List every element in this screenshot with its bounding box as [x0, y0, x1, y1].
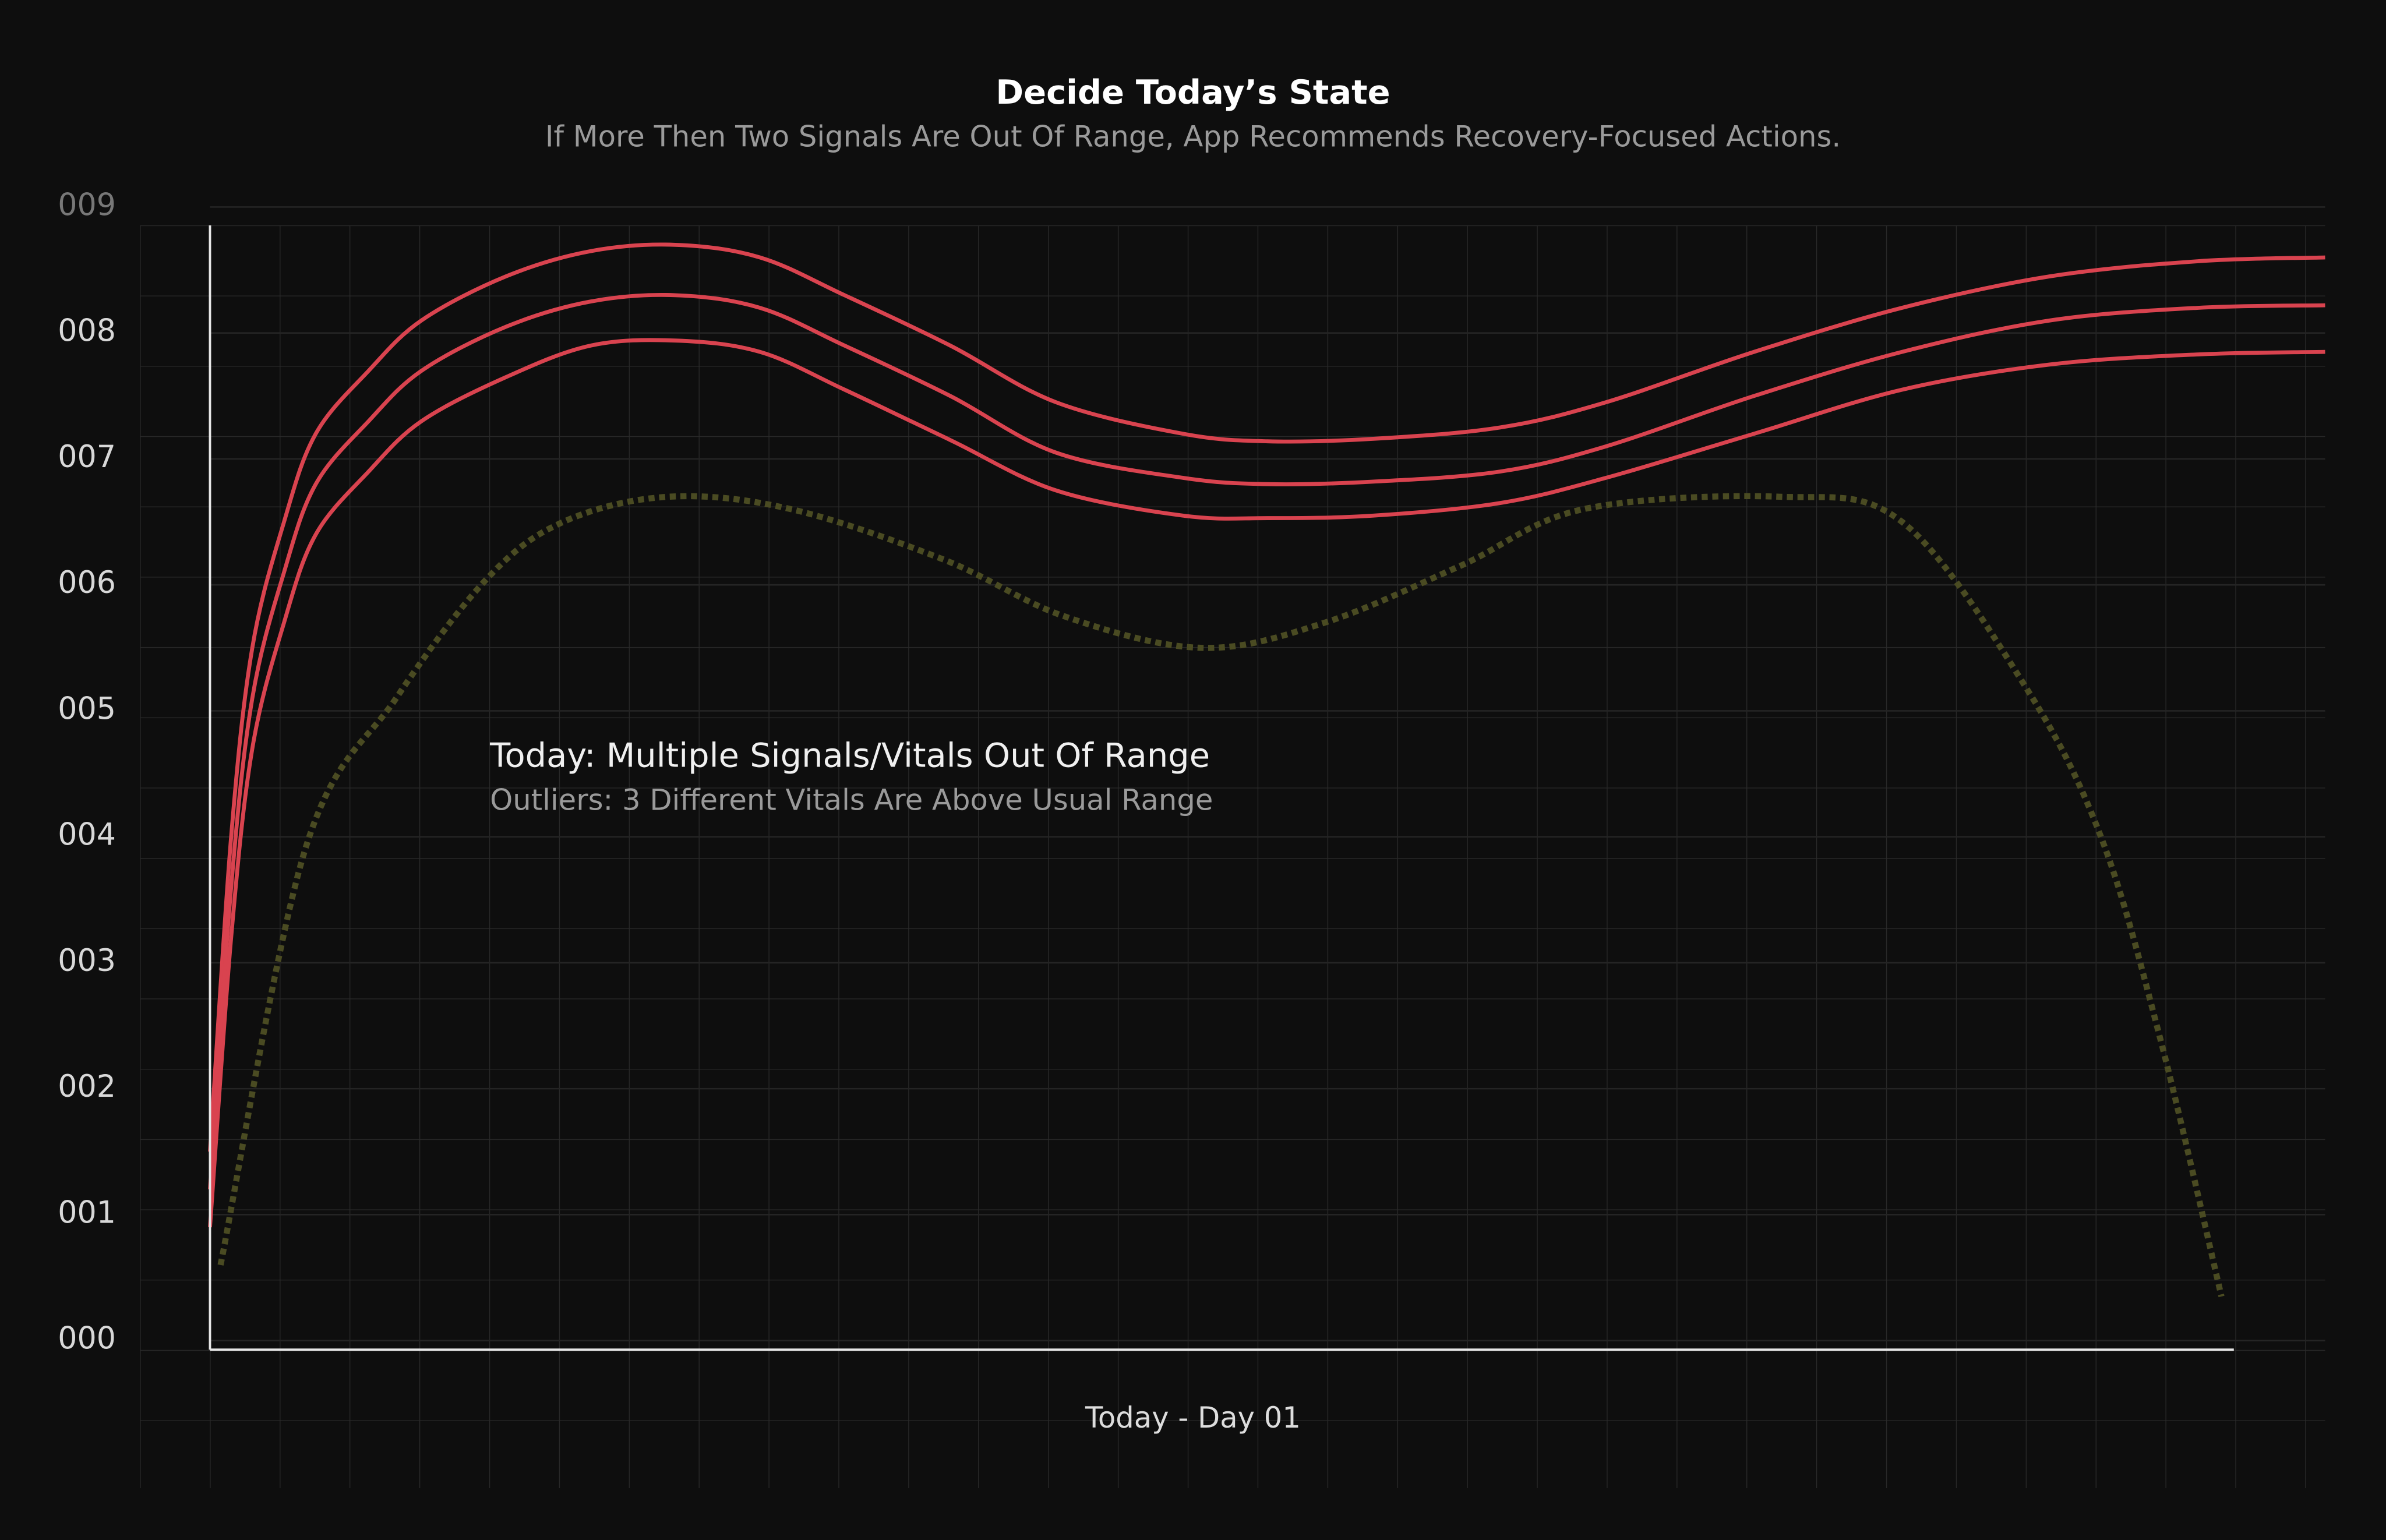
y-ticks: 000 001 002 003 004 005 006 007 008 009 [58, 188, 116, 1356]
annotation-subtitle: Outliers: 3 Different Vitals Are Above U… [490, 783, 1213, 817]
grid [210, 206, 2325, 1341]
y-tick-label: 001 [58, 1195, 116, 1230]
series [208, 242, 2325, 1298]
fade [2099, 213, 2386, 1492]
x-axis-label: Today - Day 01 [1085, 1401, 1301, 1435]
line [208, 242, 2325, 1152]
chart-subtitle: If More Then Two Signals Are Out Of Rang… [545, 119, 1841, 153]
y-tick-label: 009 [58, 188, 116, 222]
y-tick-label: 006 [58, 566, 116, 601]
y-tick-label: 003 [58, 944, 116, 979]
y-tick-label: 008 [58, 314, 116, 349]
y-tick-label: 002 [58, 1069, 116, 1104]
y-tick-label: 007 [58, 440, 116, 475]
y-tick-label: 004 [58, 818, 116, 853]
dashed-line [217, 493, 2225, 1298]
line [208, 292, 2325, 1190]
grid-pattern [140, 225, 2325, 1488]
y-tick-label: 000 [58, 1322, 116, 1357]
annotation-title: Today: Multiple Signals/Vitals Out Of Ra… [489, 736, 1210, 775]
chart-title: Decide Today’s State [996, 73, 1390, 112]
line [208, 338, 2325, 1228]
y-tick-label: 005 [58, 691, 116, 726]
